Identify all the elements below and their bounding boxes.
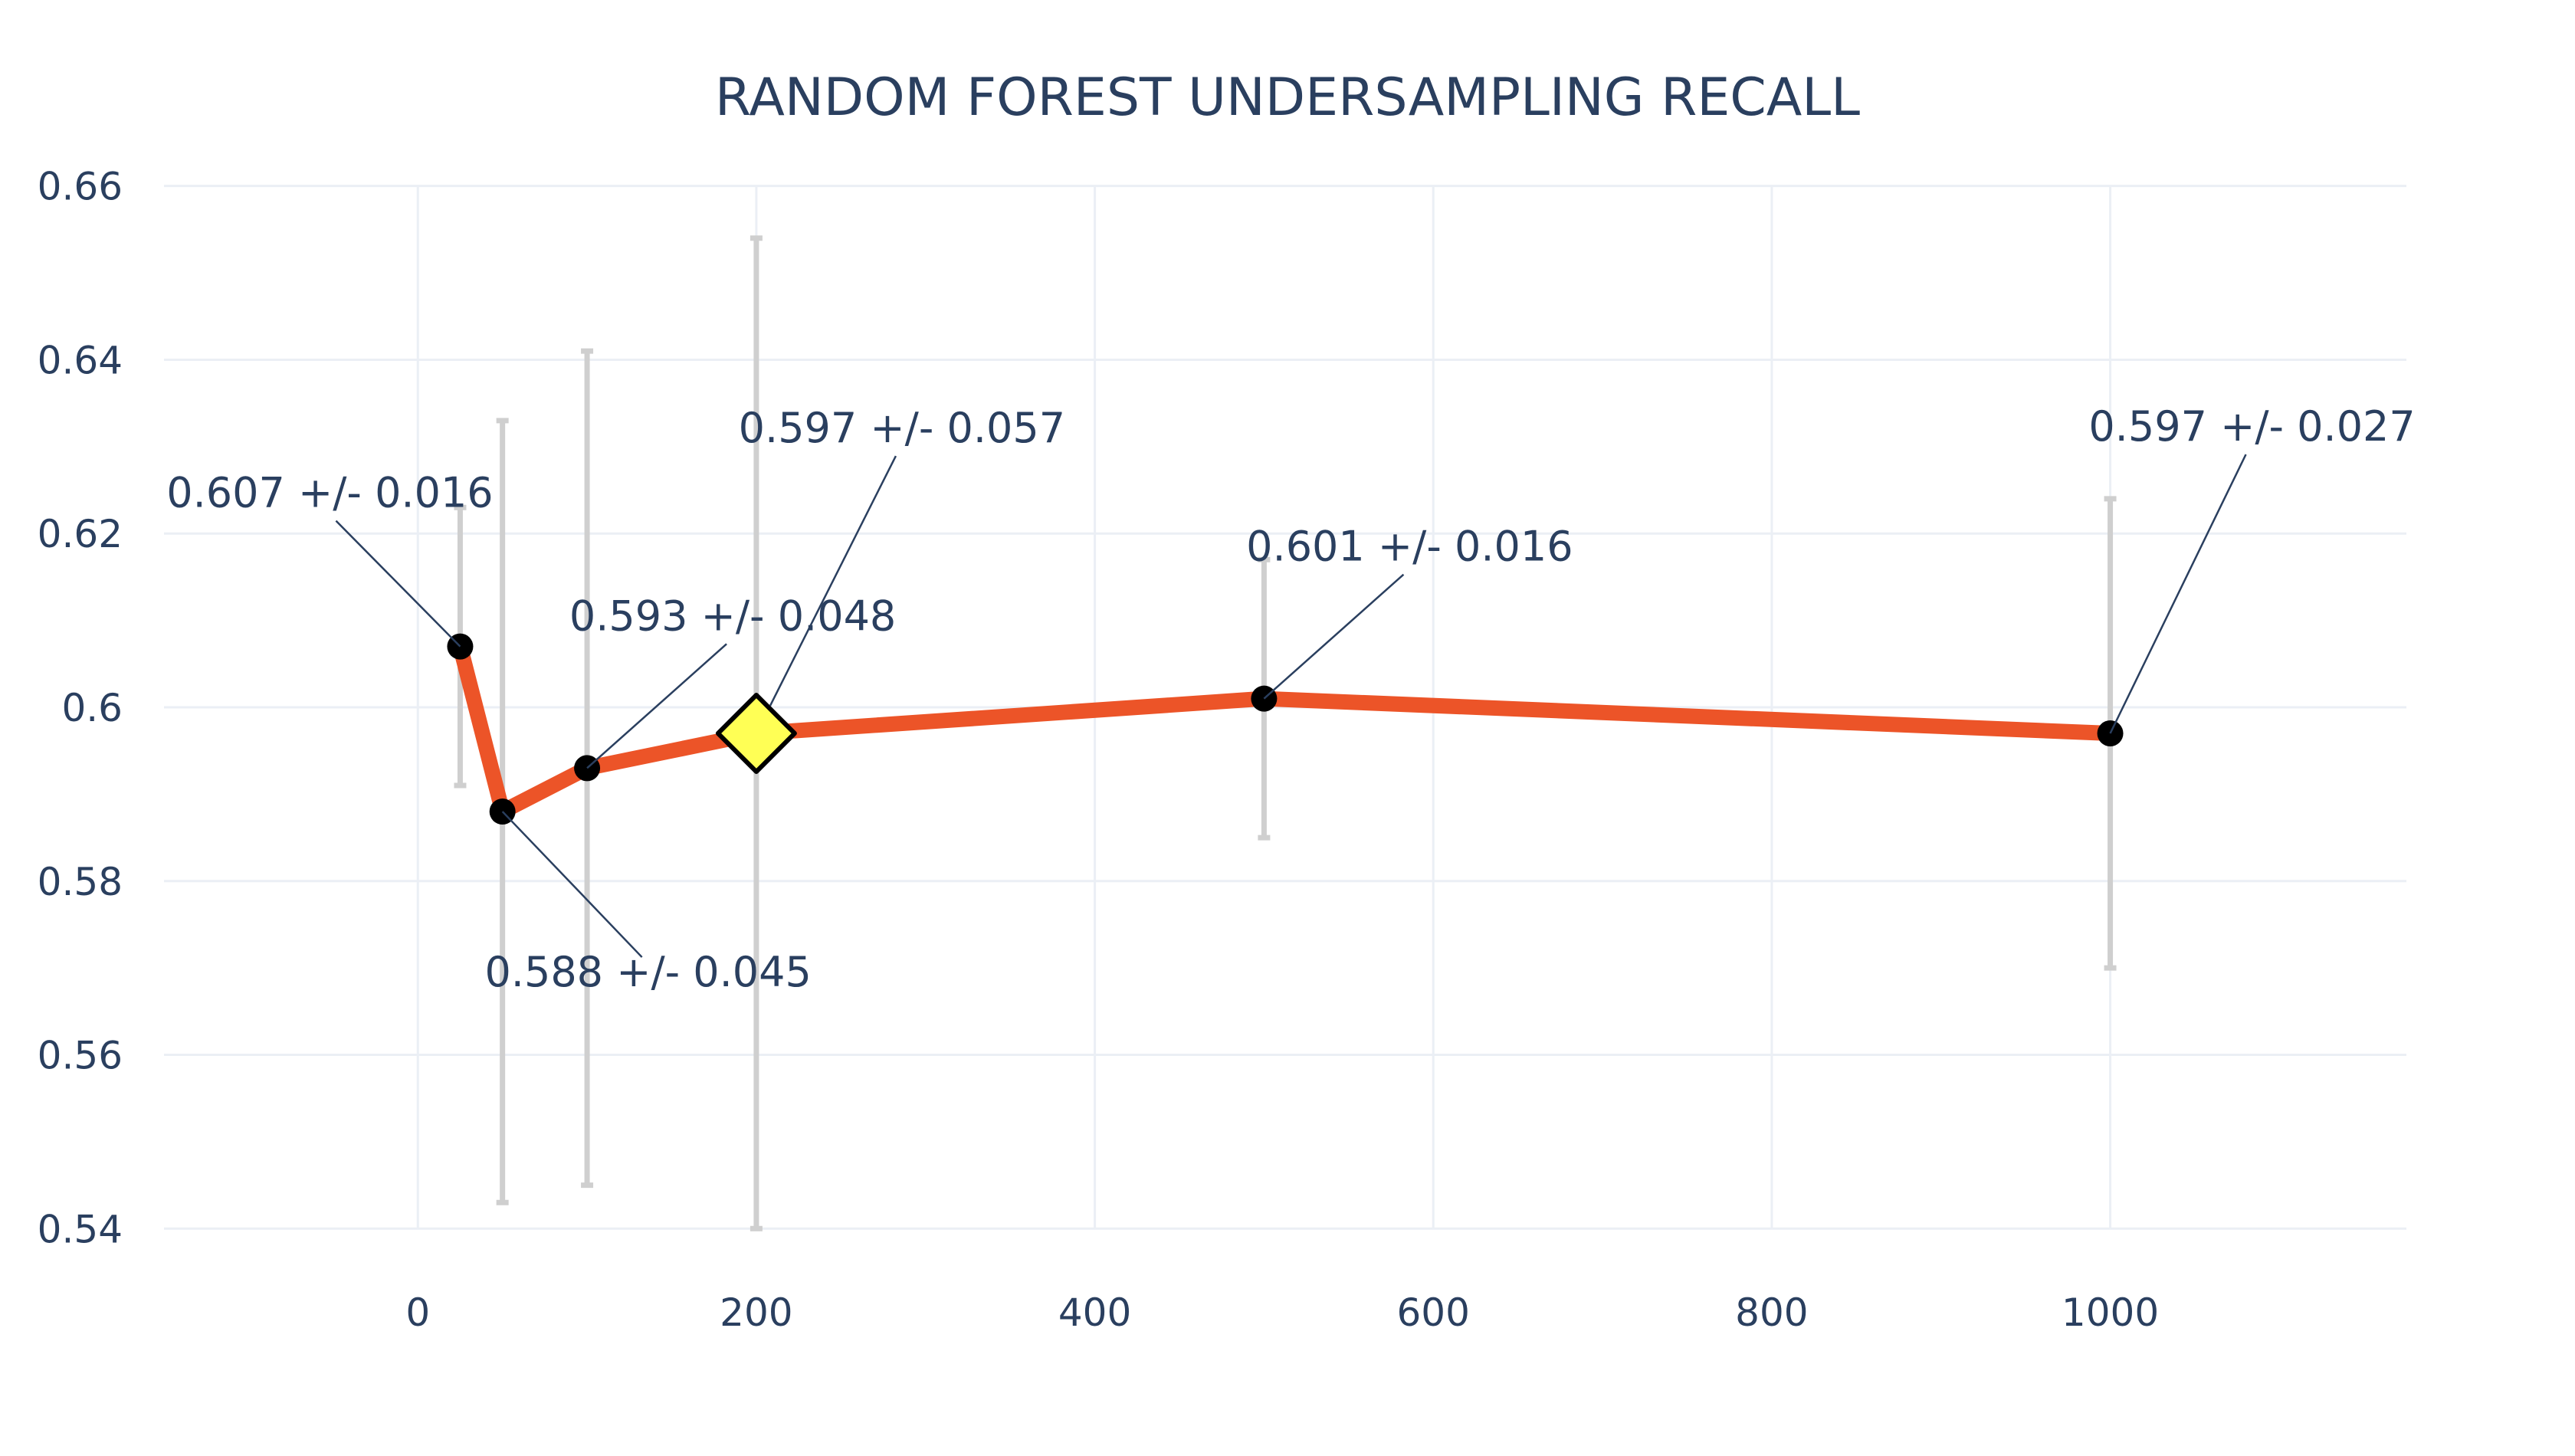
y-tick-label: 0.62: [38, 512, 123, 556]
y-tick-label: 0.58: [38, 860, 123, 904]
y-tick-label: 0.56: [38, 1034, 123, 1078]
annotation-arrow: [1263, 573, 1405, 700]
x-tick-label: 1000: [2062, 1290, 2159, 1335]
annotation-label: 0.593 +/- 0.048: [569, 592, 896, 640]
annotation-arrow: [335, 520, 461, 648]
x-tick-label: 600: [1397, 1290, 1470, 1335]
annotation-label: 0.607 +/- 0.016: [166, 469, 493, 517]
annotation-arrows: [335, 454, 2247, 958]
x-tick-label: 400: [1058, 1290, 1131, 1335]
series-line-layer: [452, 638, 2118, 820]
annotation-label: 0.588 +/- 0.045: [484, 948, 811, 996]
annotation-arrow: [2109, 454, 2247, 734]
y-tick-label: 0.66: [38, 165, 123, 209]
text-layer: RANDOM FOREST UNDERSAMPLING RECALL 0 200 4…: [38, 67, 2416, 1335]
annotation-arrow: [769, 455, 897, 707]
best-point-diamond: [715, 693, 797, 775]
error-bars: [454, 235, 2117, 1231]
x-tick-label: 0: [405, 1290, 430, 1335]
x-tick-label: 200: [720, 1290, 792, 1335]
series-line: [452, 638, 2118, 820]
annotation-label: 0.601 +/- 0.016: [1246, 523, 1573, 571]
annotation-arrow: [586, 643, 727, 769]
y-tick-label: 0.54: [38, 1207, 123, 1251]
y-tick-label: 0.6: [61, 686, 123, 730]
x-tick-label: 800: [1735, 1290, 1808, 1335]
chart-title: RANDOM FOREST UNDERSAMPLING RECALL: [715, 67, 1860, 128]
annotation-arrow: [501, 811, 643, 958]
annotation-label: 0.597 +/- 0.027: [2088, 402, 2415, 451]
y-tick-label: 0.64: [38, 338, 123, 382]
annotation-label: 0.597 +/- 0.057: [739, 404, 1065, 452]
